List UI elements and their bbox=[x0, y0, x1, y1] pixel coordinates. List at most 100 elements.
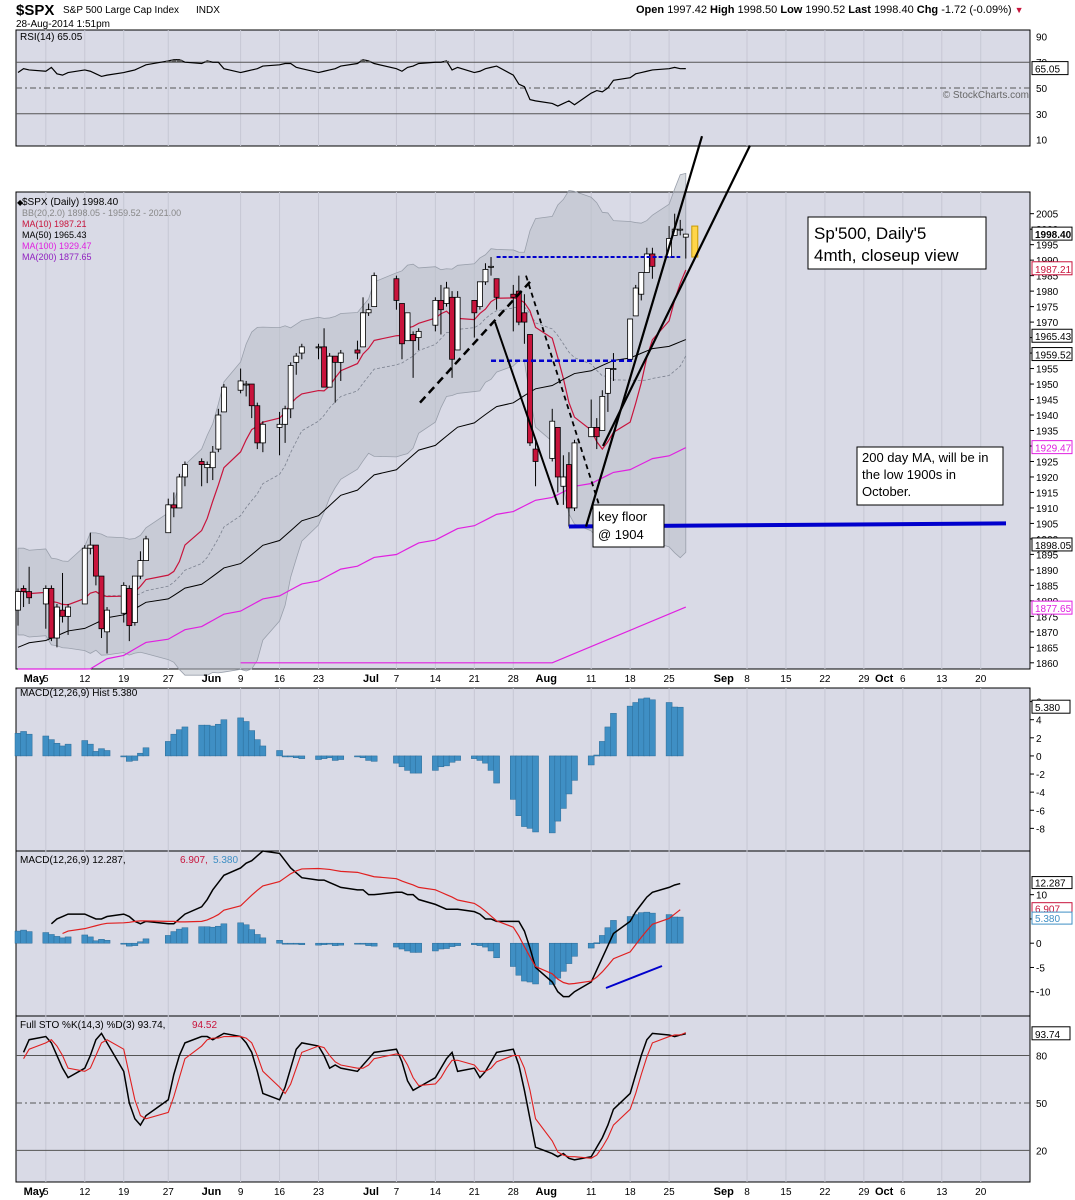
macd-hist-bar bbox=[565, 942, 573, 964]
macd-hist-bar bbox=[354, 942, 361, 945]
candle bbox=[293, 353, 300, 375]
candle bbox=[438, 284, 444, 335]
candle-body bbox=[54, 606, 60, 639]
candle-body bbox=[549, 420, 556, 459]
price-tick: 1955 bbox=[1036, 365, 1059, 376]
candle-body bbox=[571, 442, 578, 509]
day-label-top: 16 bbox=[274, 674, 286, 685]
macd-hist-bar bbox=[126, 942, 133, 947]
day-label-top: 11 bbox=[586, 674, 597, 685]
macd-hist-bar bbox=[103, 940, 111, 944]
day-label-bottom: 29 bbox=[858, 1187, 870, 1198]
macd-hist-bar bbox=[532, 942, 539, 985]
macd-hist-bar bbox=[87, 936, 94, 944]
hist-bar bbox=[443, 755, 450, 767]
macd-tag-box bbox=[1031, 876, 1073, 890]
hist-bar bbox=[560, 755, 567, 809]
macd-tick: -10 bbox=[1036, 988, 1051, 999]
candle-body bbox=[243, 383, 250, 386]
trendline-dashed bbox=[419, 280, 531, 404]
candle-body bbox=[510, 293, 517, 298]
candle bbox=[415, 328, 422, 350]
day-label-bottom: 14 bbox=[430, 1187, 442, 1198]
candle bbox=[126, 585, 133, 642]
macd-hist-bar bbox=[81, 934, 89, 944]
rsi-tick: 50 bbox=[1036, 84, 1048, 95]
candle bbox=[476, 281, 483, 310]
high-label: High bbox=[710, 4, 735, 16]
candle bbox=[48, 585, 55, 642]
rsi-line bbox=[17, 58, 686, 107]
annotation-text-2c: October. bbox=[862, 484, 911, 499]
candle-body bbox=[588, 427, 595, 438]
candle-body bbox=[632, 287, 639, 317]
last-value: 1998.40 bbox=[873, 4, 914, 16]
hist-bar bbox=[437, 755, 445, 768]
month-label-top: Oct bbox=[875, 673, 894, 685]
candle-body bbox=[209, 451, 216, 469]
price-tag-box bbox=[1031, 261, 1073, 276]
candle bbox=[632, 284, 639, 317]
macd-hist-bar bbox=[493, 942, 500, 959]
hist-bar bbox=[649, 699, 656, 757]
candle-body bbox=[81, 547, 88, 605]
hist-bar bbox=[331, 755, 339, 761]
month-label-bottom: Sep bbox=[714, 1186, 734, 1198]
candle-body bbox=[599, 396, 606, 431]
macd-tick: 0 bbox=[1036, 939, 1042, 950]
price-tick: 1975 bbox=[1036, 303, 1059, 314]
day-label-bottom: 21 bbox=[469, 1187, 481, 1198]
macd-hist-bar bbox=[209, 926, 217, 944]
sto-last-tag: 93.74 bbox=[1035, 1030, 1060, 1041]
annotation-text-2b: the low 1900s in bbox=[862, 467, 956, 482]
candle bbox=[454, 291, 461, 351]
candle-body bbox=[638, 272, 645, 295]
hist-bar bbox=[215, 723, 222, 757]
hist-bar bbox=[515, 755, 523, 816]
candle bbox=[677, 219, 684, 236]
macd-label-a: MACD(12,26,9) 12.287, bbox=[20, 855, 126, 866]
price-legend-2: MA(10) 1987.21 bbox=[22, 219, 87, 229]
hist-bar bbox=[671, 706, 678, 757]
price-legend-4: MA(100) 1929.47 bbox=[22, 241, 92, 251]
hist-bar bbox=[398, 755, 406, 768]
price-last-tag: 1959.52 bbox=[1035, 351, 1072, 362]
candle bbox=[26, 566, 33, 604]
candle-body bbox=[527, 334, 533, 444]
candle bbox=[287, 362, 294, 419]
candle-body bbox=[677, 228, 684, 231]
candle-body bbox=[126, 588, 133, 627]
rsi-last-tag: 65.05 bbox=[1035, 65, 1060, 76]
open-value: 1997.42 bbox=[667, 4, 707, 16]
hist-tick: -8 bbox=[1036, 824, 1045, 835]
hist-bar bbox=[415, 755, 422, 774]
candle bbox=[315, 343, 322, 360]
hist-bar bbox=[337, 755, 345, 760]
macd-hist-bar bbox=[48, 934, 55, 944]
hist-bar bbox=[103, 750, 111, 757]
hist-bar bbox=[98, 748, 105, 757]
candle-body bbox=[488, 265, 494, 268]
candle-body bbox=[276, 423, 283, 428]
price-tick: 1885 bbox=[1036, 581, 1059, 592]
day-label-bottom: 16 bbox=[274, 1187, 286, 1198]
hist-tick: 2 bbox=[1036, 734, 1042, 745]
price-tick: 1910 bbox=[1036, 504, 1059, 515]
hist-bar bbox=[64, 743, 72, 757]
candle bbox=[532, 439, 539, 487]
hist-bar bbox=[81, 740, 89, 757]
macd-hist-bar bbox=[315, 942, 322, 946]
hist-last-tag-box bbox=[1031, 699, 1071, 714]
macd-hist-bar bbox=[292, 942, 300, 945]
candle bbox=[488, 257, 494, 276]
macd-hist-bar bbox=[437, 942, 445, 950]
candle bbox=[593, 418, 600, 450]
candle bbox=[215, 408, 222, 453]
candle bbox=[371, 272, 378, 308]
price-tag-box bbox=[1031, 537, 1073, 552]
day-label-top: 27 bbox=[163, 674, 175, 685]
sto-last-tag-box bbox=[1031, 1026, 1071, 1041]
macd-hist-bar bbox=[487, 942, 495, 952]
candle-body bbox=[610, 368, 617, 370]
